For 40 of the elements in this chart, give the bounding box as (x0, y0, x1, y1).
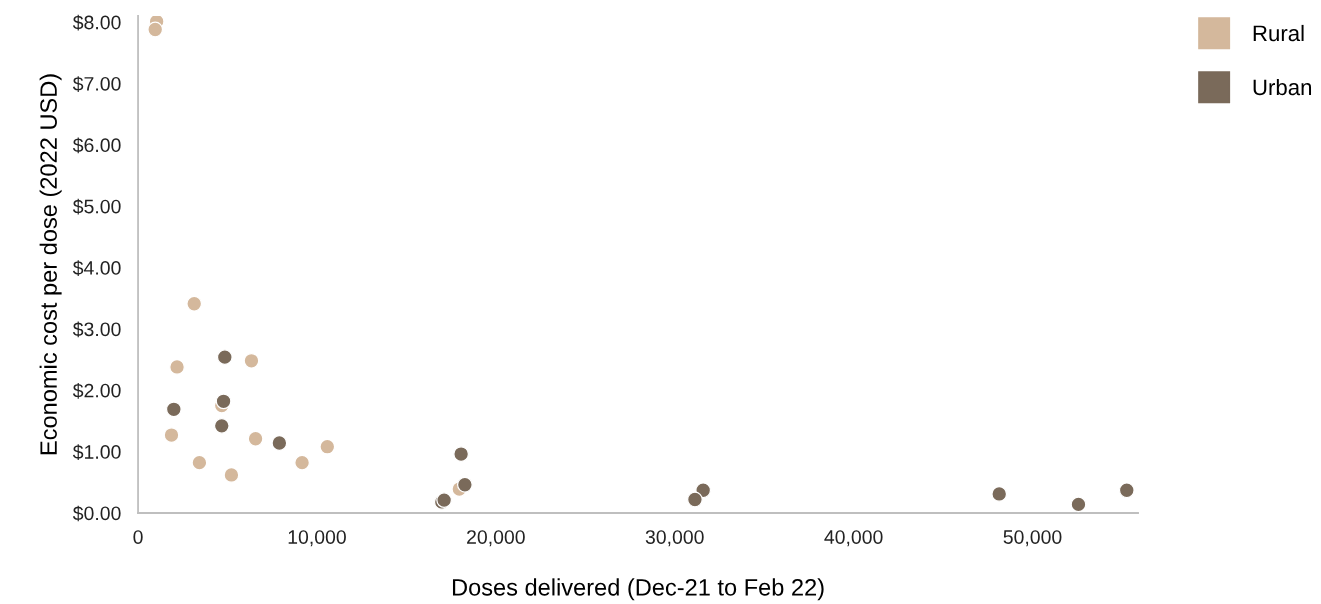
point (215, 393, 232, 410)
point (216, 349, 233, 366)
point (165, 401, 182, 418)
x-tick-label: 40,000 (824, 530, 883, 547)
point (453, 446, 470, 462)
y-tick-label: $8.00 (72, 14, 121, 31)
point (294, 454, 310, 471)
y-tick-label: $3.00 (72, 321, 121, 338)
x-tick-label: 0 (133, 530, 143, 544)
legend-label: Rural (1253, 24, 1304, 42)
y-tick-label: $4.00 (72, 260, 121, 276)
point (271, 435, 288, 451)
point (1118, 482, 1135, 499)
y-tick-label: $5.00 (72, 198, 121, 215)
point (687, 491, 703, 508)
x-tick-label: 50,000 (1003, 530, 1062, 547)
point (186, 295, 203, 312)
point (191, 454, 208, 471)
point (243, 352, 260, 369)
point (163, 427, 180, 443)
point (169, 359, 185, 375)
y-tick-label: $0.00 (72, 505, 121, 522)
point (319, 438, 336, 455)
x-tick-label: 10,000 (288, 530, 346, 547)
point (247, 430, 264, 447)
point (991, 486, 1008, 502)
y-tick-label: $1.00 (72, 444, 121, 461)
x-tick-label: 20,000 (467, 530, 525, 547)
point (1070, 496, 1087, 513)
point (223, 467, 240, 483)
y-tick-label: $2.00 (72, 382, 121, 399)
y-axis-title: Economic cost per dose (2022 USD) (39, 74, 62, 455)
x-axis-title: Doses delivered (Dec-21 to Feb 22) (452, 578, 824, 601)
point (213, 417, 230, 434)
y-tick-label: $7.00 (72, 76, 121, 92)
legend-label: Urban (1253, 78, 1312, 96)
point (147, 21, 164, 38)
point (456, 476, 473, 493)
x-tick-label: 30,000 (645, 530, 704, 547)
y-tick-label: $6.00 (72, 137, 121, 154)
